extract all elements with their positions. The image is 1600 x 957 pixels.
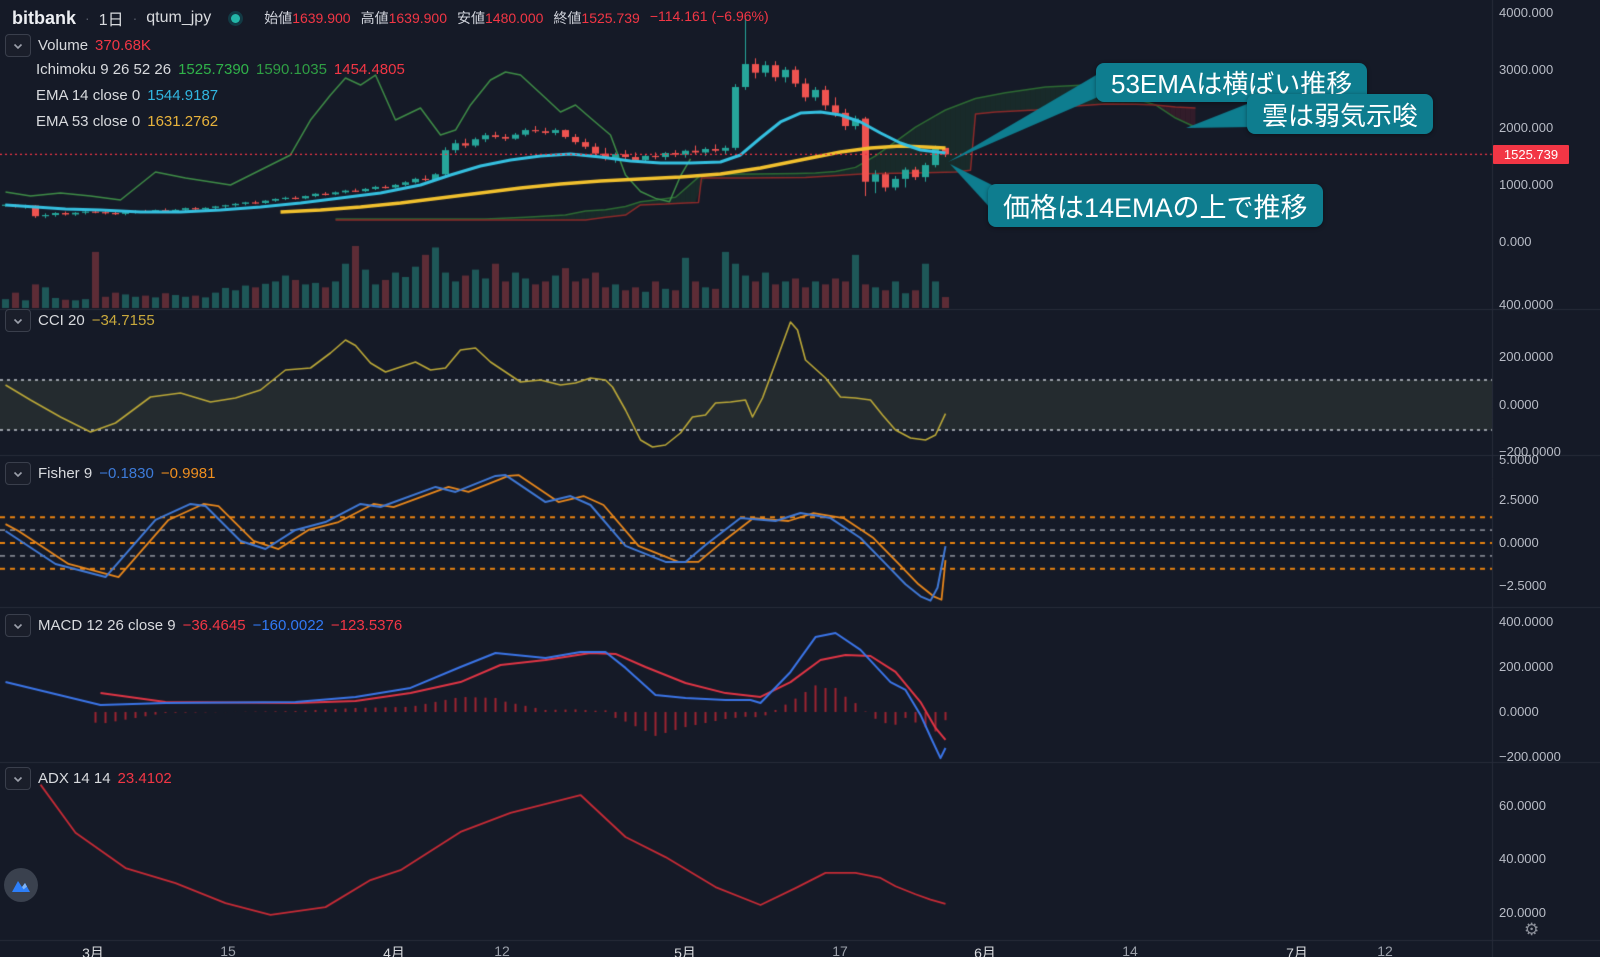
ema53-label[interactable]: EMA 53 close 0 (36, 113, 141, 130)
time-tick: 12 (1377, 943, 1393, 957)
ohlc-readout: 始値1639.900 高値1639.900 安値1480.000 終値1525.… (264, 8, 769, 26)
axis-tick: 400.0000 (1499, 614, 1554, 629)
collapse-pane-button[interactable] (5, 767, 31, 790)
ema53-value: 1631.2762 (147, 113, 219, 130)
chevron-down-icon (13, 43, 23, 49)
volume-label[interactable]: Volume (38, 37, 89, 54)
ema14-value: 1544.9187 (147, 87, 219, 104)
chart-header: bitbank · 1日 · qtum_jpy 始値1639.900 高値163… (12, 6, 769, 30)
legend-ema53: EMA 53 close 0 1631.2762 (36, 113, 218, 130)
market-status-icon (228, 10, 244, 26)
axis-tick: 4000.000 (1499, 5, 1554, 20)
separator-dot: · (85, 10, 90, 26)
time-tick: 15 (220, 943, 236, 957)
axis-tick: −200.0000 (1499, 749, 1561, 764)
time-tick: 5月 (674, 945, 696, 957)
axis-tick: 200.0000 (1499, 659, 1554, 674)
chevron-down-icon (13, 318, 23, 324)
axis-tick: −200.0000 (1499, 444, 1561, 459)
volume-value: 370.68K (95, 37, 151, 54)
macd-label[interactable]: MACD 12 26 close 9 (38, 617, 176, 634)
time-tick: 6月 (974, 945, 996, 957)
interval-selector[interactable]: 1日 (98, 12, 124, 29)
time-tick: 17 (832, 943, 848, 957)
axis-tick: 20.0000 (1499, 905, 1546, 920)
open-value: 1639.900 (292, 10, 351, 26)
low-value: 1480.000 (485, 10, 544, 26)
cci-label[interactable]: CCI 20 (38, 312, 85, 329)
chevron-down-icon (13, 776, 23, 782)
axis-tick: 200.0000 (1499, 349, 1554, 364)
ichimoku-label[interactable]: Ichimoku 9 26 52 26 (36, 61, 172, 78)
last-price-label: 1525.739 (1493, 145, 1569, 164)
legend-ichimoku: Ichimoku 9 26 52 26 1525.7390 1590.1035 … (36, 61, 405, 78)
ichimoku-value-2: 1590.1035 (256, 61, 327, 78)
cci-value: −34.7155 (91, 312, 155, 329)
axis-tick: 0.0000 (1499, 704, 1539, 719)
chevron-down-icon (13, 471, 23, 477)
time-tick: 7月 (1286, 945, 1308, 957)
legend-adx: ADX 14 14 23.4102 (5, 767, 172, 790)
close-value: 1525.739 (581, 10, 640, 26)
axis-tick: 0.0000 (1499, 535, 1539, 550)
axis-tick: 60.0000 (1499, 798, 1546, 813)
legend-cci: CCI 20 −34.7155 (5, 309, 155, 332)
macd-value-2: −160.0022 (252, 617, 324, 634)
time-tick: 12 (494, 943, 510, 957)
ema14-label[interactable]: EMA 14 close 0 (36, 87, 141, 104)
annotation-53ema[interactable]: 53EMAは横ばい推移 (1096, 63, 1368, 102)
separator-dot: · (132, 10, 138, 26)
collapse-pane-button[interactable] (5, 34, 31, 57)
macd-value-1: −36.4645 (182, 617, 246, 634)
adx-value: 23.4102 (117, 770, 172, 787)
axis-tick: 1000.000 (1499, 177, 1554, 192)
axis-tick: 2000.000 (1499, 120, 1554, 135)
exchange-name[interactable]: bitbank (12, 7, 77, 28)
mountain-chart-icon (12, 881, 30, 892)
time-tick: 14 (1122, 943, 1138, 957)
axis-tick: −2.5000 (1499, 578, 1547, 593)
axis-tick: 2.5000 (1499, 492, 1539, 507)
axis-tick: 5.0000 (1499, 452, 1539, 467)
time-tick: 4月 (383, 945, 405, 957)
collapse-pane-button[interactable] (5, 462, 31, 485)
change-value: −114.161 (−6.96%) (649, 8, 769, 24)
watermark-logo[interactable] (4, 868, 38, 902)
axis-tick: 0.0000 (1499, 397, 1539, 412)
annotation-cloud[interactable]: 雲は弱気示唆 (1247, 94, 1434, 134)
time-tick: 3月 (82, 945, 104, 957)
high-value: 1639.900 (388, 10, 447, 26)
collapse-pane-button[interactable] (5, 614, 31, 637)
chevron-down-icon (13, 623, 23, 629)
axis-tick: 40.0000 (1499, 851, 1546, 866)
fisher-label[interactable]: Fisher 9 (38, 465, 93, 482)
ichimoku-value-1: 1525.7390 (178, 61, 249, 78)
legend-fisher: Fisher 9 −0.1830 −0.9981 (5, 462, 215, 485)
ichimoku-value-3: 1454.4805 (333, 61, 405, 78)
legend-macd: MACD 12 26 close 9 −36.4645 −160.0022 −1… (5, 614, 402, 637)
symbol-name[interactable]: qtum_jpy (146, 9, 212, 26)
axis-tick: 0.000 (1499, 234, 1532, 249)
axis-tick: 3000.000 (1499, 62, 1554, 77)
fisher-value-2: −0.9981 (160, 465, 216, 482)
fisher-value-1: −0.1830 (99, 465, 154, 482)
adx-label[interactable]: ADX 14 14 (38, 770, 111, 787)
settings-gear-icon[interactable]: ⚙ (1524, 920, 1540, 939)
legend-volume: Volume 370.68K (5, 34, 151, 57)
macd-value-3: −123.5376 (330, 617, 403, 634)
axis-tick: 400.0000 (1499, 297, 1554, 312)
annotation-14ema[interactable]: 価格は14EMAの上で推移 (988, 184, 1323, 227)
collapse-pane-button[interactable] (5, 309, 31, 332)
legend-ema14: EMA 14 close 0 1544.9187 (36, 87, 218, 104)
